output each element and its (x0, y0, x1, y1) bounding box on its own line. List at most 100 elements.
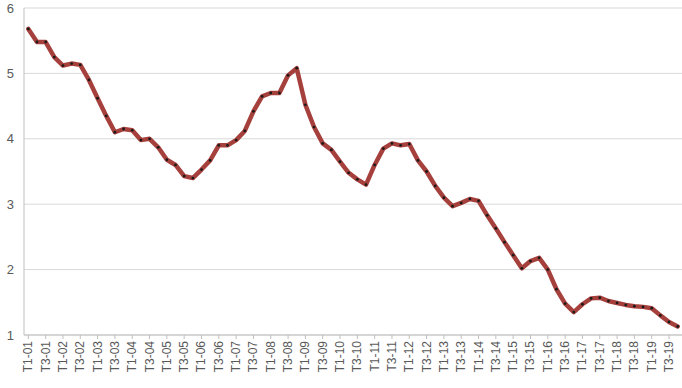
x-tick (374, 335, 375, 339)
point (70, 62, 73, 65)
x-tick-label: T3-18 (627, 341, 641, 373)
x-tick (132, 335, 133, 339)
x-tick (391, 335, 392, 339)
grid-line (24, 8, 682, 9)
x-tick (461, 335, 462, 339)
x-tick-label: T1-13 (437, 341, 451, 373)
point (131, 129, 134, 132)
x-axis (24, 335, 682, 336)
point (339, 160, 342, 163)
y-tick-label: 5 (7, 66, 14, 81)
grid-line (24, 269, 682, 270)
grid-line (24, 73, 682, 74)
x-tick-label: T1-19 (645, 341, 659, 373)
point (520, 267, 523, 270)
x-tick-label: T3-03 (108, 341, 122, 373)
point (183, 175, 186, 178)
x-tick (409, 335, 410, 339)
x-tick-label: T1-05 (160, 341, 174, 373)
point (157, 146, 160, 149)
point (243, 130, 246, 133)
point (96, 97, 99, 100)
x-tick-label: T3-06 (212, 341, 226, 373)
point (356, 178, 359, 181)
point (235, 139, 238, 142)
x-tick-label: T3-16 (558, 341, 572, 373)
x-tick-label: T3-12 (420, 341, 434, 373)
x-tick-label: T3-09 (316, 341, 330, 373)
x-tick-label: T3-11 (385, 341, 399, 372)
x-tick (530, 335, 531, 339)
x-tick (547, 335, 548, 339)
point (105, 115, 108, 118)
point (555, 288, 558, 291)
y-tick-label: 3 (7, 197, 14, 212)
x-tick (28, 335, 29, 339)
point (174, 164, 177, 167)
x-tick (426, 335, 427, 339)
point (365, 183, 368, 186)
x-tick (97, 335, 98, 339)
plot-area (27, 28, 679, 328)
point (607, 300, 610, 303)
x-tick (513, 335, 514, 339)
x-tick (45, 335, 46, 339)
x-tick (495, 335, 496, 339)
x-tick (288, 335, 289, 339)
point (546, 268, 549, 271)
x-tick (651, 335, 652, 339)
y-tick-label: 4 (7, 131, 14, 146)
x-tick (599, 335, 600, 339)
point (287, 74, 290, 77)
x-tick-label: T1-03 (91, 341, 105, 373)
x-tick (218, 335, 219, 339)
x-tick (565, 335, 566, 339)
x-tick-label: T1-10 (333, 341, 347, 373)
x-tick-label: T3-19 (662, 341, 676, 373)
x-tick (634, 335, 635, 339)
x-tick-label: T1-14 (472, 341, 486, 373)
point (624, 304, 627, 307)
x-tick-label: T3-17 (593, 341, 607, 373)
point (295, 67, 298, 70)
point (529, 260, 532, 263)
point (313, 126, 316, 129)
x-tick-label: T3-14 (489, 341, 503, 373)
point (633, 305, 636, 308)
point (373, 164, 376, 167)
point (512, 254, 515, 257)
point (139, 139, 142, 142)
point (399, 144, 402, 147)
point (269, 92, 272, 95)
point (36, 41, 39, 44)
x-tick-label: T3-08 (281, 341, 295, 373)
point (27, 28, 30, 31)
x-tick (478, 335, 479, 339)
grid-line (24, 138, 682, 139)
point (347, 171, 350, 174)
y-tick-label: 1 (7, 328, 14, 343)
x-tick (322, 335, 323, 339)
x-tick-label: T1-01 (21, 341, 35, 373)
point (114, 131, 117, 134)
point (676, 325, 679, 328)
point (191, 177, 194, 180)
point (581, 303, 584, 306)
x-tick-label: T1-11 (368, 341, 382, 372)
point (382, 147, 385, 150)
point (668, 321, 671, 324)
x-tick-label: T3-13 (454, 341, 468, 373)
point (408, 143, 411, 146)
y-axis (24, 8, 25, 335)
point (148, 137, 151, 140)
point (200, 168, 203, 171)
x-tick-label: T3-04 (143, 341, 157, 373)
x-tick-label: T3-01 (39, 341, 53, 373)
point (443, 196, 446, 199)
point (53, 56, 56, 59)
x-tick (253, 335, 254, 339)
x-tick-label: T1-15 (506, 341, 520, 373)
x-tick (669, 335, 670, 339)
point (226, 144, 229, 147)
point (425, 170, 428, 173)
